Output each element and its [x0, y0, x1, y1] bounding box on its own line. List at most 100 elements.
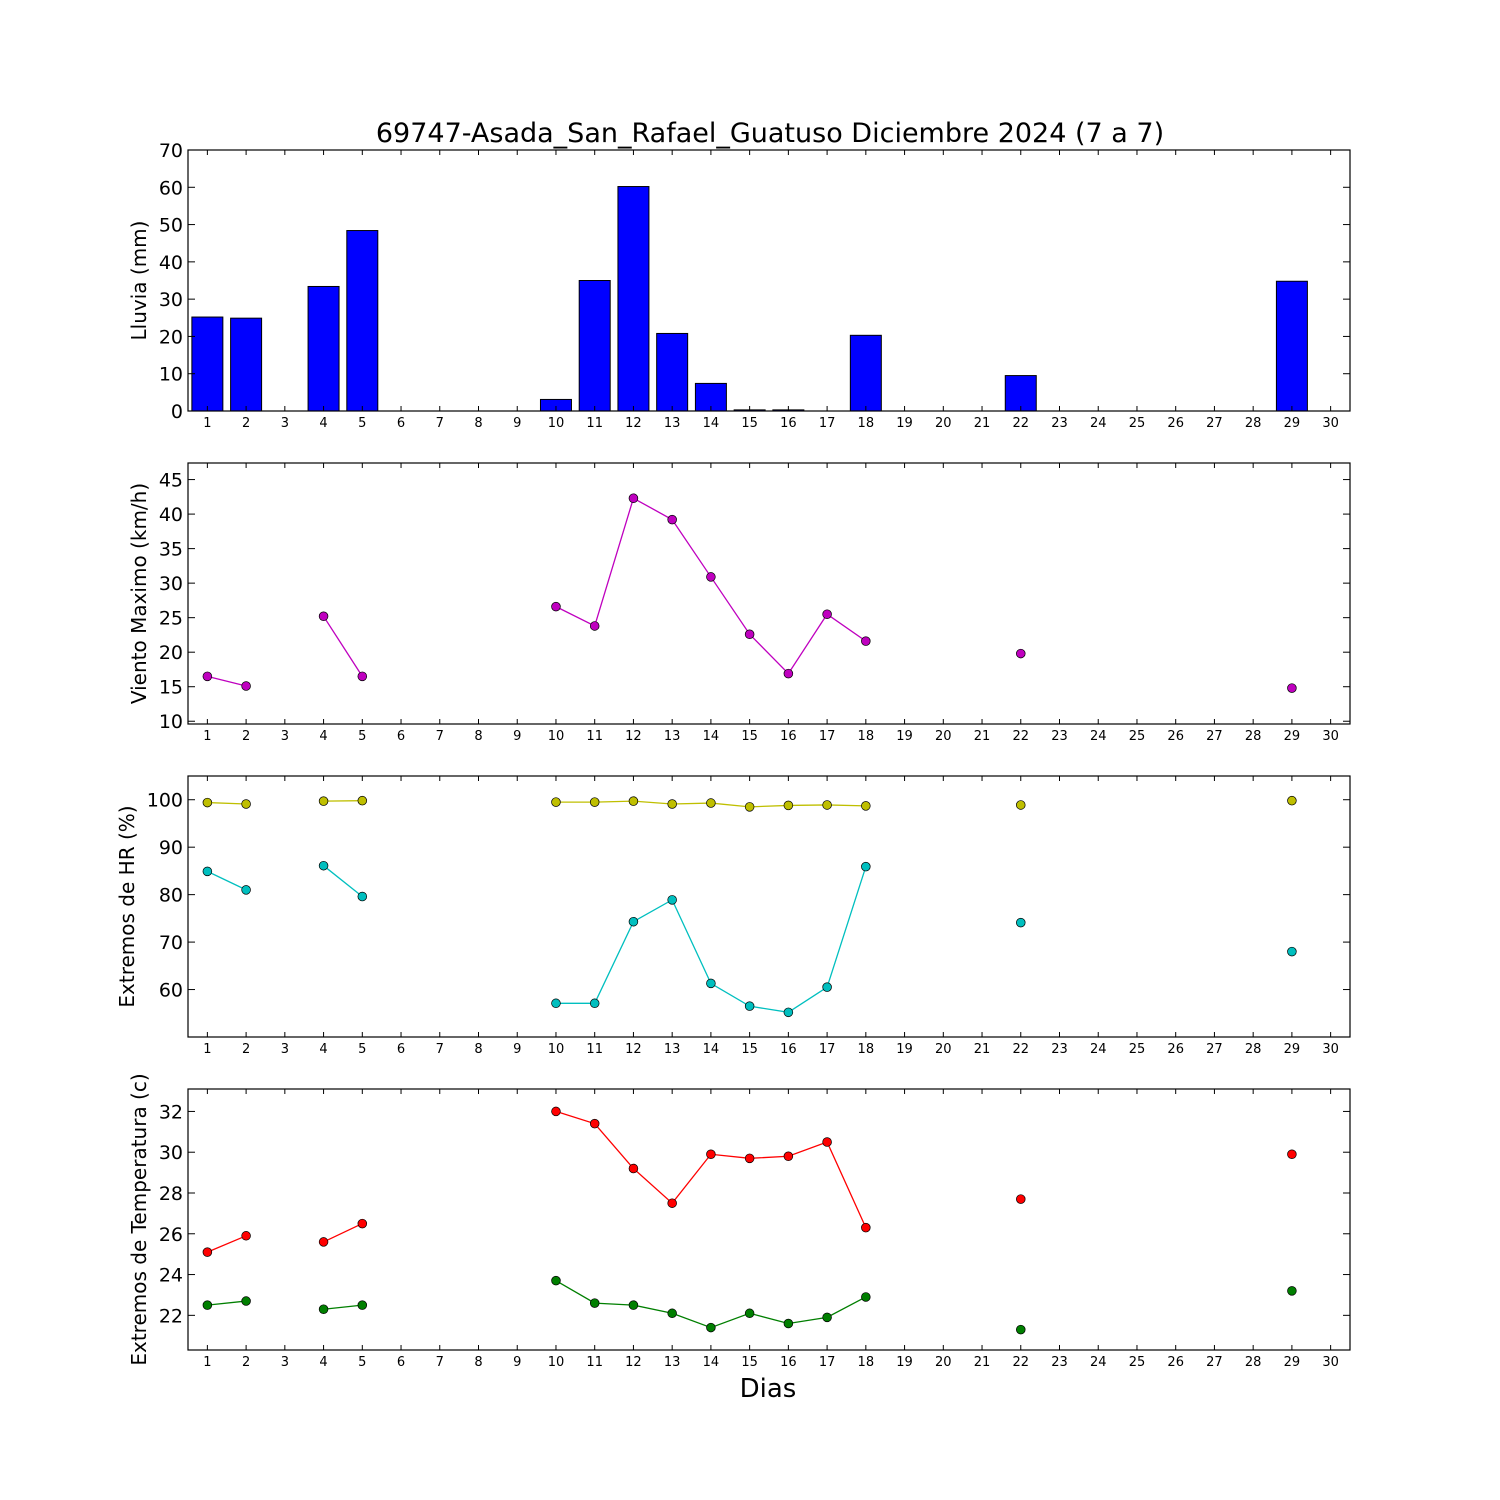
point-viento-0-day-11 — [589, 621, 600, 631]
x-tick-label-hr-18: 18 — [858, 1042, 875, 1057]
point-temp-0-day-12 — [628, 1163, 639, 1174]
x-tick-label-lluvia-2: 2 — [242, 416, 250, 431]
x-tick-label-lluvia-9: 9 — [513, 416, 521, 431]
x-tick-label-hr-2: 2 — [242, 1042, 250, 1057]
x-tick-label-hr-24: 24 — [1090, 1042, 1107, 1057]
x-tick-label-lluvia-24: 24 — [1090, 416, 1107, 431]
y-tick-label-viento-25: 25 — [159, 608, 183, 630]
point-hr-0-day-14 — [706, 798, 716, 808]
x-tick-label-temp-6: 6 — [397, 1355, 405, 1370]
point-temp-1-day-10 — [551, 1275, 561, 1286]
point-viento-0-day-17 — [822, 609, 832, 619]
x-tick-label-hr-14: 14 — [703, 1042, 720, 1057]
series-line-temp-1-1 — [323, 1304, 363, 1310]
x-tick-label-temp-3: 3 — [281, 1355, 289, 1370]
bar-day-4 — [307, 285, 340, 412]
point-hr-1-day-22 — [1016, 917, 1026, 928]
point-hr-1-day-15 — [744, 1001, 755, 1011]
point-temp-1-day-15 — [744, 1308, 755, 1319]
y-tick-label-lluvia-40: 40 — [159, 252, 183, 274]
y-tick-label-lluvia-50: 50 — [159, 215, 183, 237]
x-tick-label-viento-4: 4 — [319, 729, 327, 744]
y-tick-label-viento-45: 45 — [159, 470, 183, 492]
point-hr-1-day-14 — [706, 978, 716, 989]
point-hr-0-day-17 — [822, 800, 832, 810]
x-tick-label-hr-1: 1 — [203, 1042, 211, 1057]
x-tick-label-lluvia-15: 15 — [741, 416, 758, 431]
x-tick-label-viento-8: 8 — [474, 729, 482, 744]
point-viento-0-day-15 — [744, 629, 755, 639]
x-tick-label-lluvia-20: 20 — [935, 416, 952, 431]
point-hr-0-day-4 — [318, 796, 329, 806]
point-viento-0-day-2 — [241, 681, 251, 691]
point-temp-0-day-4 — [318, 1237, 329, 1247]
bar-day-11 — [578, 280, 611, 412]
point-temp-1-day-17 — [822, 1312, 832, 1323]
point-hr-1-day-13 — [667, 895, 677, 905]
bar-day-22 — [1004, 375, 1037, 412]
x-tick-label-viento-25: 25 — [1129, 729, 1146, 744]
x-axis-label: Dias — [740, 1374, 797, 1404]
x-tick-label-lluvia-10: 10 — [548, 416, 565, 431]
x-tick-label-viento-20: 20 — [935, 729, 952, 744]
x-tick-label-temp-29: 29 — [1284, 1355, 1301, 1370]
x-tick-label-viento-21: 21 — [974, 729, 991, 744]
x-tick-label-temp-17: 17 — [819, 1355, 836, 1370]
x-tick-label-lluvia-3: 3 — [281, 416, 289, 431]
point-viento-0-day-13 — [667, 514, 677, 525]
series-line-hr-0-0 — [207, 801, 247, 805]
x-tick-label-hr-29: 29 — [1284, 1042, 1301, 1057]
x-tick-label-hr-7: 7 — [436, 1042, 444, 1057]
y-tick-label-temp-26: 26 — [159, 1224, 183, 1246]
point-temp-1-day-16 — [783, 1318, 794, 1329]
x-tick-label-hr-20: 20 — [935, 1042, 952, 1057]
point-temp-0-day-5 — [357, 1218, 368, 1229]
x-tick-label-lluvia-23: 23 — [1051, 416, 1068, 431]
series-line-temp-0-2 — [555, 1110, 867, 1228]
panel-viento: 1 2 3 4 5 6 7 8 9 10 11 12 13 14 15 16 17 18 19 20 21 22 23 24 2… — [127, 462, 1351, 744]
point-temp-0-day-16 — [783, 1151, 794, 1162]
bar-day-5 — [346, 230, 379, 412]
y-tick-label-hr-100: 100 — [147, 790, 183, 812]
y-tick-label-temp-32: 32 — [159, 1101, 183, 1123]
x-tick-label-temp-20: 20 — [935, 1355, 952, 1370]
point-viento-0-day-12 — [628, 493, 639, 503]
point-hr-0-day-2 — [241, 799, 251, 809]
x-tick-label-hr-11: 11 — [586, 1042, 603, 1057]
x-tick-label-hr-26: 26 — [1167, 1042, 1184, 1057]
x-tick-label-temp-22: 22 — [1012, 1355, 1029, 1370]
point-hr-1-day-4 — [318, 860, 329, 871]
point-temp-1-day-22 — [1016, 1324, 1026, 1335]
point-temp-0-day-15 — [744, 1153, 755, 1164]
y-tick-label-hr-80: 80 — [159, 885, 183, 907]
x-tick-label-temp-7: 7 — [436, 1355, 444, 1370]
y-tick-label-viento-10: 10 — [159, 711, 183, 733]
bar-day-14 — [694, 382, 727, 412]
point-hr-0-day-16 — [783, 800, 794, 811]
point-temp-0-day-13 — [667, 1198, 677, 1208]
point-hr-0-day-12 — [628, 796, 639, 806]
x-tick-label-viento-19: 19 — [896, 729, 913, 744]
x-tick-label-lluvia-14: 14 — [703, 416, 720, 431]
point-hr-0-day-18 — [861, 801, 871, 811]
series-line-temp-1-0 — [207, 1300, 247, 1306]
x-tick-label-temp-16: 16 — [780, 1355, 797, 1370]
point-temp-0-day-17 — [822, 1137, 832, 1147]
x-tick-label-viento-30: 30 — [1322, 729, 1339, 744]
x-tick-label-lluvia-16: 16 — [780, 416, 797, 431]
point-hr-1-day-10 — [551, 998, 561, 1009]
x-tick-label-lluvia-19: 19 — [896, 416, 913, 431]
y-tick-label-temp-28: 28 — [159, 1183, 183, 1205]
x-tick-label-viento-1: 1 — [203, 729, 211, 744]
x-tick-label-temp-23: 23 — [1051, 1355, 1068, 1370]
point-temp-0-day-18 — [861, 1222, 871, 1233]
series-line-temp-0-1 — [323, 1222, 363, 1243]
point-temp-1-day-11 — [589, 1298, 600, 1308]
x-tick-label-temp-8: 8 — [474, 1355, 482, 1370]
point-hr-0-day-13 — [667, 799, 677, 809]
x-tick-label-hr-21: 21 — [974, 1042, 991, 1057]
x-tick-label-viento-18: 18 — [858, 729, 875, 744]
panel-lluvia: 1 2 3 4 5 6 7 8 9 10 11 12 13 14 15 16 17 18 19 20 21 22 23 24 2… — [127, 140, 1351, 431]
point-viento-0-day-1 — [202, 671, 213, 682]
x-tick-label-lluvia-12: 12 — [625, 416, 642, 431]
